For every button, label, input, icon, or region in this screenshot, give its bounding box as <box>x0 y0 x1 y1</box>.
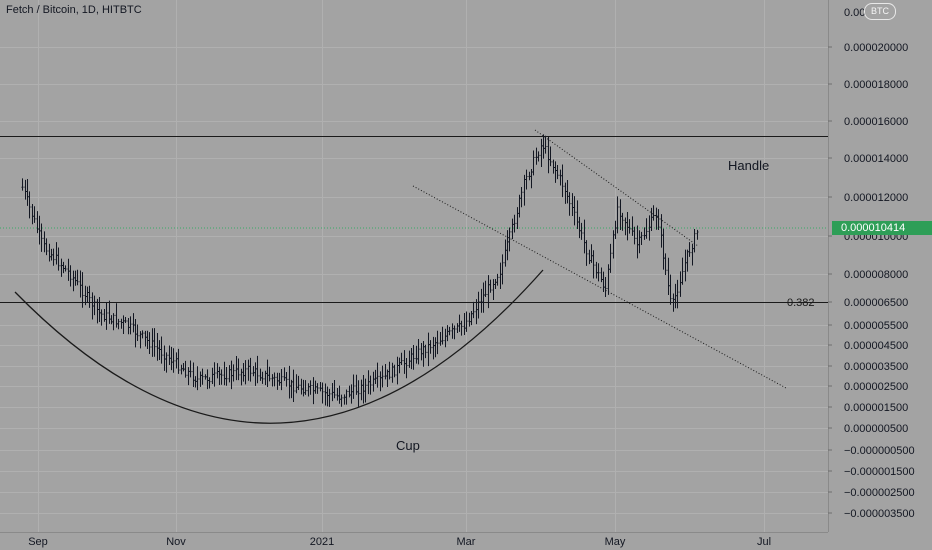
price-axis-label: 0.000014000 <box>844 153 908 165</box>
price-axis-label: 0.000000500 <box>844 423 908 435</box>
price-axis-label: 0.000004500 <box>844 340 908 352</box>
price-axis-label: 0.000012000 <box>844 192 908 204</box>
price-axis-label: 0.000018000 <box>844 79 908 91</box>
channel-upper-trendline[interactable] <box>534 129 699 247</box>
price-axis-label-partial: 0.00 <box>844 7 865 19</box>
price-axis-label: 0.000003500 <box>844 361 908 373</box>
price-axis-label: 0.000020000 <box>844 42 908 54</box>
time-axis-label: Sep <box>28 536 48 548</box>
cup-label: Cup <box>396 438 420 453</box>
price-axis-label: −0.000002500 <box>844 487 915 499</box>
currency-badge[interactable]: BTC <box>864 3 896 20</box>
time-axis-label: 2021 <box>310 536 334 548</box>
fib-level-label: 0.382 <box>787 297 815 309</box>
handle-label: Handle <box>728 158 769 173</box>
candlestick-series <box>21 134 699 407</box>
time-axis-panel[interactable] <box>0 532 828 550</box>
price-axis-panel[interactable] <box>828 0 932 532</box>
time-axis-label: Jul <box>757 536 771 548</box>
time-axis: Sep Nov 2021 Mar May Jul <box>28 536 771 548</box>
price-axis-label: −0.000003500 <box>844 508 915 520</box>
time-axis-label: May <box>605 536 626 548</box>
price-axis-label: 0.000001500 <box>844 402 908 414</box>
time-axis-label: Mar <box>457 536 476 548</box>
last-price-tag: 0.000010414 <box>832 221 932 235</box>
price-axis-label: 0.000002500 <box>844 381 908 393</box>
price-axis-label: 0.000016000 <box>844 116 908 128</box>
price-axis-label: 0.000005500 <box>844 320 908 332</box>
symbol-title[interactable]: Fetch / Bitcoin, 1D, HITBTC <box>6 4 142 16</box>
price-axis-label: 0.000006500 <box>844 297 908 309</box>
time-axis-label: Nov <box>166 536 186 548</box>
price-axis-label: 0.000008000 <box>844 269 908 281</box>
price-axis-label: −0.000000500 <box>844 445 915 457</box>
reference-lines <box>0 129 828 424</box>
price-axis: 0.000020000 0.000018000 0.000016000 0.00001… <box>828 7 915 520</box>
cup-arc[interactable] <box>14 269 544 424</box>
price-axis-label: −0.000001500 <box>844 466 915 478</box>
